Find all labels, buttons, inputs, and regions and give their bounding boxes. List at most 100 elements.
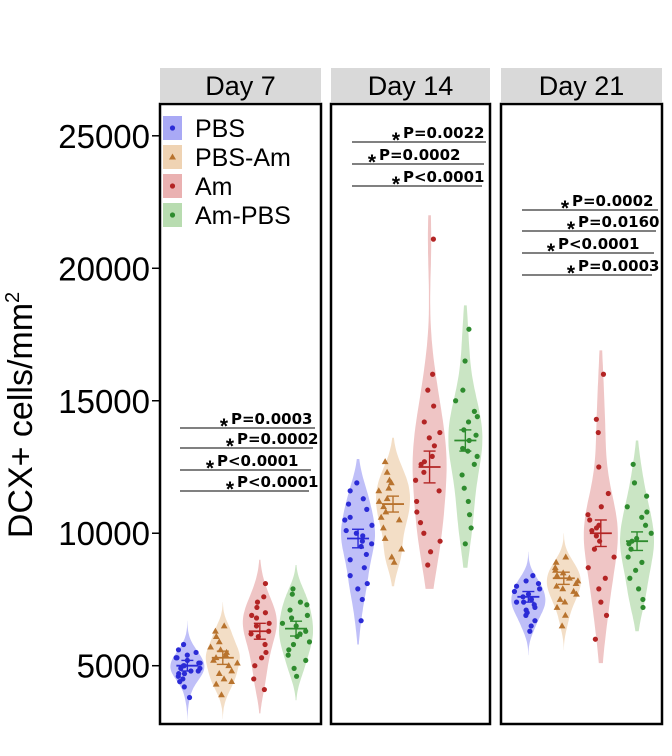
data-point bbox=[359, 596, 365, 603]
data-point bbox=[596, 586, 602, 592]
data-point bbox=[388, 553, 396, 560]
series-pbs-am bbox=[205, 602, 241, 719]
data-point bbox=[558, 622, 566, 629]
significance-star: * bbox=[547, 240, 556, 263]
data-point bbox=[193, 649, 199, 656]
data-point bbox=[552, 558, 560, 565]
data-point bbox=[468, 525, 474, 531]
series-pbs bbox=[341, 459, 375, 645]
data-point bbox=[266, 620, 272, 626]
data-point bbox=[225, 662, 233, 669]
data-point bbox=[598, 504, 604, 510]
data-point bbox=[293, 673, 300, 679]
data-point bbox=[262, 641, 268, 648]
legend-marker bbox=[169, 125, 176, 131]
data-point bbox=[551, 564, 559, 571]
data-point bbox=[585, 512, 591, 518]
data-point bbox=[636, 586, 642, 592]
p-value-label: P=0.0002 bbox=[572, 192, 653, 210]
series-am bbox=[242, 559, 277, 714]
data-point bbox=[553, 603, 561, 610]
data-point bbox=[289, 591, 295, 597]
p-value-label: P<0.0001 bbox=[217, 452, 298, 470]
data-point bbox=[248, 631, 254, 637]
data-point bbox=[361, 565, 367, 571]
data-point bbox=[421, 419, 427, 425]
p-value-label: P=0.0002 bbox=[237, 430, 318, 448]
data-point bbox=[437, 429, 443, 436]
data-point bbox=[532, 604, 538, 611]
data-point bbox=[462, 358, 468, 364]
data-point bbox=[425, 562, 431, 568]
data-point bbox=[421, 469, 427, 475]
p-value-label: P<0.0001 bbox=[403, 168, 484, 186]
data-point bbox=[215, 638, 223, 645]
panel-frame bbox=[499, 102, 664, 726]
data-point bbox=[642, 522, 649, 528]
data-point bbox=[471, 408, 477, 414]
data-point bbox=[627, 575, 633, 581]
strip-label: Day 21 bbox=[539, 71, 625, 101]
data-point bbox=[364, 506, 370, 512]
data-point bbox=[553, 572, 561, 579]
significance-star: * bbox=[368, 151, 377, 174]
panel-3: Day 21* P=0.0002* P=0.0160* P<0.0001* P=0.00… bbox=[499, 68, 664, 726]
data-point bbox=[587, 517, 593, 523]
data-point bbox=[625, 554, 631, 560]
data-point bbox=[598, 599, 604, 605]
data-point bbox=[359, 538, 365, 544]
strip-header bbox=[160, 68, 321, 102]
legend-label: Am-PBS bbox=[195, 202, 291, 230]
data-point bbox=[453, 398, 459, 404]
legend-item-pbs: PBS bbox=[163, 115, 245, 143]
data-point bbox=[347, 488, 353, 494]
data-point bbox=[593, 416, 599, 422]
data-point bbox=[180, 676, 186, 682]
data-point bbox=[306, 639, 313, 645]
data-point bbox=[197, 660, 203, 666]
data-point bbox=[176, 671, 182, 677]
data-point bbox=[369, 541, 375, 547]
significance-star: * bbox=[392, 173, 401, 196]
data-point bbox=[640, 604, 646, 611]
data-point bbox=[186, 694, 193, 701]
data-point bbox=[175, 647, 182, 653]
y-tick-label: 10000 bbox=[58, 515, 150, 552]
legend-marker bbox=[169, 153, 176, 160]
data-point bbox=[535, 580, 542, 587]
data-point bbox=[381, 534, 389, 541]
data-point bbox=[355, 586, 361, 592]
data-point bbox=[461, 485, 467, 491]
data-point bbox=[600, 371, 607, 377]
data-point bbox=[436, 488, 442, 494]
data-point bbox=[513, 583, 520, 589]
data-point bbox=[303, 628, 309, 634]
data-point bbox=[258, 655, 265, 661]
data-point bbox=[417, 520, 424, 526]
data-point bbox=[474, 453, 480, 459]
facet-panels: Day 7* P=0.0003* P=0.0002* P<0.0001* P<0.000… bbox=[158, 68, 664, 726]
data-point bbox=[386, 476, 393, 483]
data-point bbox=[287, 607, 293, 613]
data-point bbox=[304, 602, 310, 608]
data-point bbox=[286, 647, 292, 653]
data-point bbox=[360, 533, 366, 539]
data-point bbox=[532, 618, 538, 624]
data-point bbox=[561, 598, 569, 605]
data-point bbox=[631, 480, 638, 486]
data-point bbox=[377, 513, 385, 520]
series-am-pbs bbox=[620, 440, 654, 632]
data-point bbox=[437, 538, 443, 544]
data-point bbox=[345, 501, 352, 507]
data-point bbox=[212, 632, 220, 639]
data-point bbox=[431, 403, 437, 409]
data-point bbox=[347, 573, 353, 579]
data-point bbox=[360, 496, 366, 502]
data-point bbox=[585, 565, 591, 571]
legend-marker bbox=[169, 212, 176, 218]
strip-label: Day 7 bbox=[205, 71, 276, 101]
panel-1: Day 7* P=0.0003* P=0.0002* P<0.0001* P<0.000… bbox=[158, 68, 323, 726]
y-tick-label: 20000 bbox=[58, 250, 150, 287]
